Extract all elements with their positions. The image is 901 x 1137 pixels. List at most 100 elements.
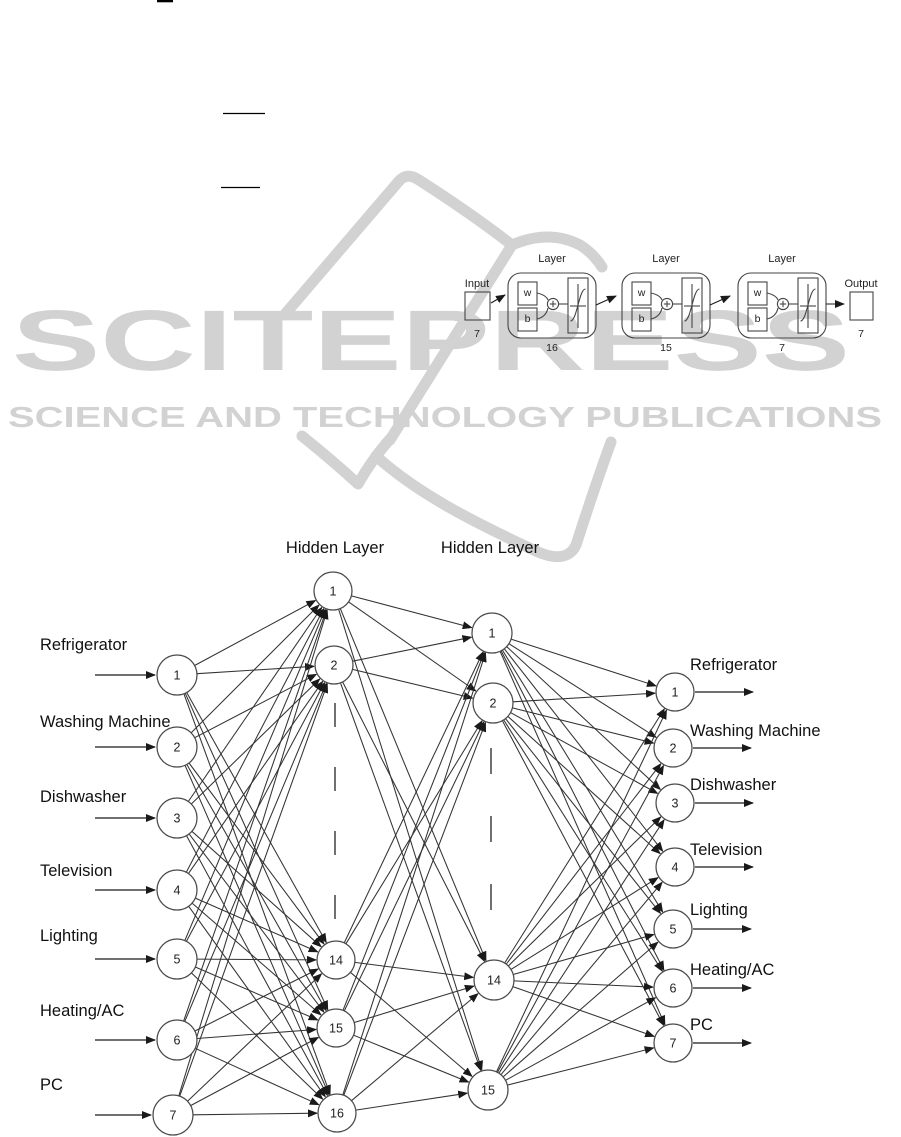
block-input-label: Input [465,278,489,290]
output-node-number-4: 5 [670,923,677,937]
output-label-1: Washing Machine [690,722,821,740]
input-node-number-0: 1 [174,669,181,683]
block-transfer-box [681,277,703,334]
network-edge [507,816,662,967]
output-label-3: Television [690,841,762,859]
network-edge [179,682,329,1097]
network-edge [184,765,330,1096]
network-edge [191,830,322,948]
network-edge [512,986,656,1038]
block-arrows [490,294,845,308]
tansig-curve [684,288,700,322]
connector-w-sum [650,292,663,301]
network-edge [190,678,321,805]
block-input-size: 7 [474,328,480,340]
input-node-number-1: 2 [174,741,181,755]
block-layer-2: Layer w b 15 [621,253,711,354]
book-left-page-outline [280,170,518,319]
input-label-3: Television [40,862,112,880]
fraction-bar [157,0,173,3]
output-label-2: Dishwasher [690,776,777,794]
input-arrows [95,671,156,1119]
network-edge [187,680,324,874]
network-edge [342,651,485,1011]
hidden1-node-3 [316,1008,356,1048]
network-edge [183,608,328,1022]
input-label-6: PC [40,1076,63,1094]
network-edge [512,707,655,745]
network-edge [195,966,319,1021]
output-node-number-2: 3 [672,797,679,811]
network-edge [343,651,484,944]
output-node-4 [653,909,693,949]
input-node-4 [156,938,198,980]
hidden2-node-1 [472,682,514,724]
block-bias-box [517,307,538,332]
network-edge [196,662,315,675]
book-spine-line [384,239,518,446]
network-edge [499,651,666,1026]
network-edge [194,600,317,666]
network-edge [510,638,657,687]
output-node-1 [653,728,693,768]
network-edge [500,881,663,1076]
hidden2-node-3 [467,1069,509,1111]
equation-fragments [157,0,265,189]
hidden1-node-number-4: 16 [330,1107,344,1121]
network-edge [504,708,665,964]
input-label-0: Refrigerator [40,636,128,654]
network-edge [505,763,662,965]
hidden1-node-number-1: 2 [331,659,338,673]
input-label-2: Dishwasher [40,788,127,806]
network-edge [513,980,654,991]
network-edge [352,668,474,700]
network-edge [498,818,665,1074]
book-bottom-v-outline [296,430,397,490]
output-label-6: PC [690,1016,713,1034]
block-layer-1: Layer w b 16 [507,253,597,354]
watermark-book-shape [280,170,617,563]
input-label-1: Washing Machine [40,713,171,731]
output-node-number-6: 7 [670,1037,677,1051]
block-bias-label: b [639,313,645,325]
input-node-0 [156,654,198,696]
hidden1-node-2 [316,940,356,980]
output-node-5 [653,968,693,1008]
network-edge [497,764,664,1073]
input-node-number-2: 3 [174,812,181,826]
watermark-tagline-text: SCIENCE AND TECHNOLOGY PUBLICATIONS [8,402,882,434]
network-edge [503,719,663,972]
book-right-page-outline [506,231,608,273]
network-edge [339,608,487,962]
block-bias-box [747,307,768,332]
network-edge [512,689,656,703]
network-edge [185,607,325,873]
network-edge [350,971,473,1078]
network-edge [505,997,657,1081]
input-node-number-3: 4 [174,884,181,898]
output-node-number-1: 2 [670,742,677,756]
block-layer-size: 15 [660,342,672,354]
network-edge [191,972,324,1100]
hidden1-node-number-2: 14 [329,954,343,968]
network-edge [188,905,326,1098]
block-layer-size: 16 [546,342,558,354]
network-edge [190,604,320,734]
hidden1-node-number-3: 15 [329,1022,343,1036]
hidden1-node-0 [313,571,353,611]
network-edge [345,720,483,945]
block-arrow [595,295,617,306]
network-edge [186,835,328,1097]
tansig-curve [800,288,816,322]
block-output-size: 7 [858,328,864,340]
block-layer-size: 7 [779,342,785,354]
output-label-5: Heating/AC [690,961,774,979]
output-node-2 [655,783,695,823]
block-bias-label: b [525,313,531,325]
block-arrow [490,294,506,304]
output-label-4: Lighting [690,901,748,919]
input-node-3 [156,869,198,911]
network-edge [196,955,317,964]
